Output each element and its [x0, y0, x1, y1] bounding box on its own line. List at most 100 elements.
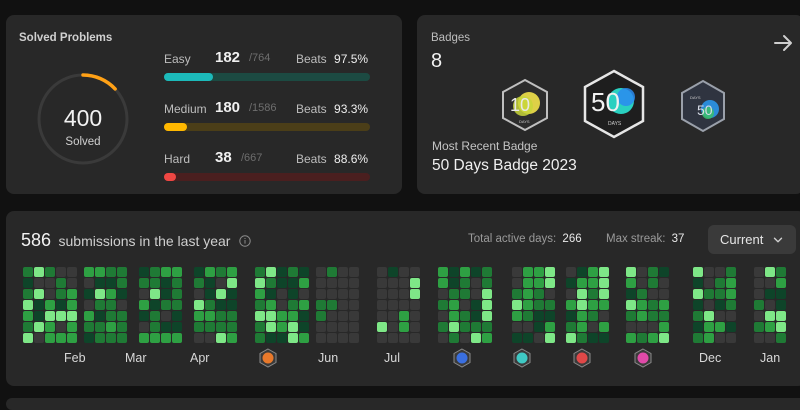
- calendar-day-cell[interactable]: [56, 300, 66, 310]
- calendar-day-cell[interactable]: [34, 311, 44, 321]
- calendar-day-cell[interactable]: [194, 322, 204, 332]
- calendar-day-cell[interactable]: [255, 333, 265, 343]
- calendar-day-cell[interactable]: [388, 267, 398, 277]
- calendar-day-cell[interactable]: [56, 311, 66, 321]
- calendar-day-cell[interactable]: [34, 267, 44, 277]
- calendar-day-cell[interactable]: [227, 311, 237, 321]
- calendar-day-cell[interactable]: [577, 300, 587, 310]
- calendar-day-cell[interactable]: [150, 333, 160, 343]
- calendar-day-cell[interactable]: [316, 333, 326, 343]
- monthly-badge-pink[interactable]: [633, 348, 653, 368]
- calendar-day-cell[interactable]: [693, 300, 703, 310]
- calendar-day-cell[interactable]: [23, 267, 33, 277]
- calendar-day-cell[interactable]: [45, 278, 55, 288]
- calendar-day-cell[interactable]: [95, 333, 105, 343]
- calendar-day-cell[interactable]: [512, 311, 522, 321]
- calendar-day-cell[interactable]: [23, 278, 33, 288]
- calendar-day-cell[interactable]: [471, 300, 481, 310]
- calendar-day-cell[interactable]: [266, 289, 276, 299]
- calendar-day-cell[interactable]: [399, 333, 409, 343]
- calendar-day-cell[interactable]: [227, 333, 237, 343]
- calendar-day-cell[interactable]: [471, 322, 481, 332]
- calendar-day-cell[interactable]: [255, 289, 265, 299]
- calendar-day-cell[interactable]: [23, 322, 33, 332]
- calendar-day-cell[interactable]: [577, 322, 587, 332]
- calendar-day-cell[interactable]: [765, 300, 775, 310]
- calendar-day-cell[interactable]: [577, 267, 587, 277]
- calendar-day-cell[interactable]: [216, 278, 226, 288]
- calendar-day-cell[interactable]: [460, 289, 470, 299]
- calendar-day-cell[interactable]: [648, 333, 658, 343]
- calendar-day-cell[interactable]: [150, 278, 160, 288]
- calendar-day-cell[interactable]: [172, 322, 182, 332]
- calendar-day-cell[interactable]: [106, 300, 116, 310]
- calendar-day-cell[interactable]: [659, 300, 669, 310]
- calendar-day-cell[interactable]: [205, 300, 215, 310]
- calendar-day-cell[interactable]: [626, 289, 636, 299]
- calendar-day-cell[interactable]: [316, 322, 326, 332]
- calendar-day-cell[interactable]: [95, 311, 105, 321]
- calendar-day-cell[interactable]: [288, 278, 298, 288]
- calendar-day-cell[interactable]: [715, 267, 725, 277]
- calendar-day-cell[interactable]: [266, 300, 276, 310]
- calendar-day-cell[interactable]: [693, 289, 703, 299]
- calendar-day-cell[interactable]: [566, 300, 576, 310]
- calendar-day-cell[interactable]: [566, 322, 576, 332]
- calendar-day-cell[interactable]: [23, 289, 33, 299]
- calendar-day-cell[interactable]: [648, 300, 658, 310]
- calendar-day-cell[interactable]: [523, 300, 533, 310]
- calendar-day-cell[interactable]: [693, 311, 703, 321]
- calendar-day-cell[interactable]: [84, 278, 94, 288]
- calendar-day-cell[interactable]: [726, 322, 736, 332]
- calendar-day-cell[interactable]: [693, 267, 703, 277]
- calendar-day-cell[interactable]: [205, 333, 215, 343]
- calendar-day-cell[interactable]: [316, 300, 326, 310]
- calendar-day-cell[interactable]: [377, 311, 387, 321]
- calendar-day-cell[interactable]: [316, 289, 326, 299]
- calendar-day-cell[interactable]: [150, 267, 160, 277]
- calendar-day-cell[interactable]: [482, 278, 492, 288]
- calendar-day-cell[interactable]: [23, 300, 33, 310]
- calendar-day-cell[interactable]: [45, 322, 55, 332]
- calendar-day-cell[interactable]: [460, 278, 470, 288]
- calendar-day-cell[interactable]: [255, 322, 265, 332]
- calendar-day-cell[interactable]: [172, 278, 182, 288]
- calendar-day-cell[interactable]: [648, 267, 658, 277]
- calendar-day-cell[interactable]: [588, 311, 598, 321]
- calendar-day-cell[interactable]: [34, 278, 44, 288]
- calendar-day-cell[interactable]: [512, 267, 522, 277]
- calendar-day-cell[interactable]: [471, 311, 481, 321]
- calendar-day-cell[interactable]: [776, 278, 786, 288]
- calendar-day-cell[interactable]: [588, 322, 598, 332]
- calendar-day-cell[interactable]: [194, 300, 204, 310]
- calendar-day-cell[interactable]: [588, 300, 598, 310]
- calendar-day-cell[interactable]: [277, 311, 287, 321]
- calendar-day-cell[interactable]: [438, 322, 448, 332]
- calendar-day-cell[interactable]: [194, 278, 204, 288]
- calendar-day-cell[interactable]: [482, 322, 492, 332]
- calendar-day-cell[interactable]: [377, 333, 387, 343]
- calendar-day-cell[interactable]: [577, 278, 587, 288]
- calendar-day-cell[interactable]: [106, 289, 116, 299]
- calendar-day-cell[interactable]: [566, 311, 576, 321]
- calendar-day-cell[interactable]: [449, 267, 459, 277]
- calendar-day-cell[interactable]: [626, 333, 636, 343]
- calendar-day-cell[interactable]: [512, 289, 522, 299]
- calendar-day-cell[interactable]: [399, 278, 409, 288]
- calendar-day-cell[interactable]: [512, 333, 522, 343]
- calendar-day-cell[interactable]: [338, 278, 348, 288]
- calendar-day-cell[interactable]: [704, 333, 714, 343]
- calendar-day-cell[interactable]: [299, 278, 309, 288]
- calendar-day-cell[interactable]: [150, 311, 160, 321]
- calendar-day-cell[interactable]: [67, 278, 77, 288]
- year-selector-dropdown[interactable]: Current: [708, 225, 796, 254]
- calendar-day-cell[interactable]: [84, 311, 94, 321]
- calendar-day-cell[interactable]: [205, 267, 215, 277]
- calendar-day-cell[interactable]: [534, 278, 544, 288]
- calendar-day-cell[interactable]: [659, 289, 669, 299]
- calendar-day-cell[interactable]: [545, 267, 555, 277]
- calendar-day-cell[interactable]: [754, 322, 764, 332]
- calendar-day-cell[interactable]: [117, 311, 127, 321]
- calendar-day-cell[interactable]: [399, 289, 409, 299]
- calendar-day-cell[interactable]: [194, 333, 204, 343]
